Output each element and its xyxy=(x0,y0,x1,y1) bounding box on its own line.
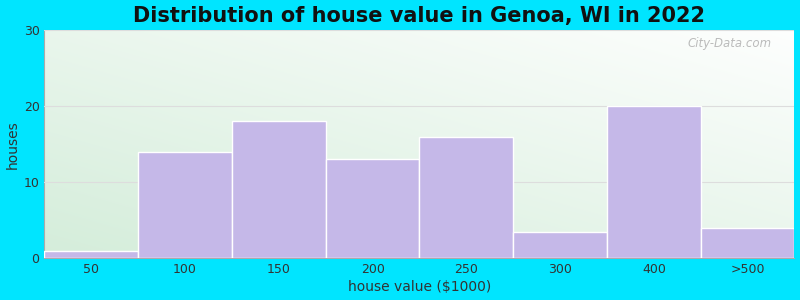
Bar xyxy=(232,121,326,258)
Bar xyxy=(138,152,232,258)
Y-axis label: houses: houses xyxy=(6,120,19,169)
X-axis label: house value ($1000): house value ($1000) xyxy=(348,280,491,294)
Bar xyxy=(45,251,138,258)
Bar xyxy=(513,232,607,258)
Title: Distribution of house value in Genoa, WI in 2022: Distribution of house value in Genoa, WI… xyxy=(134,6,706,26)
Bar xyxy=(419,136,513,258)
Bar xyxy=(701,228,794,258)
Bar xyxy=(607,106,701,258)
Text: City-Data.com: City-Data.com xyxy=(688,37,772,50)
Bar xyxy=(326,159,419,258)
